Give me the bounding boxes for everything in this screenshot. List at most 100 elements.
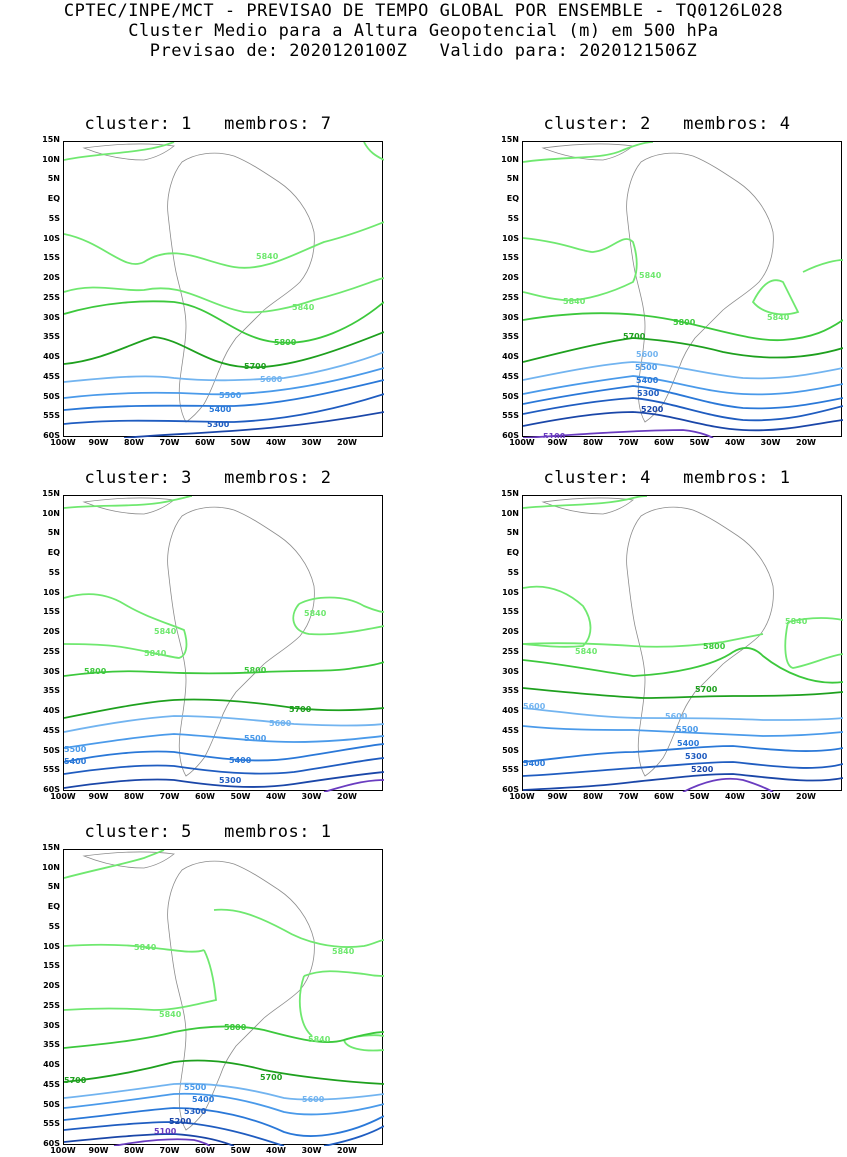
lat-tick-label: 25S (43, 292, 60, 302)
lat-tick-label: 10S (502, 587, 519, 597)
lat-tick-label: EQ (47, 902, 60, 912)
lat-tick-label: 10S (43, 233, 60, 243)
lat-tick-label: 25S (43, 1000, 60, 1010)
contour-label: 5200 (169, 1117, 192, 1126)
contour-label: 5700 (244, 362, 267, 371)
lon-tick-label: 70W (159, 1146, 180, 1155)
contour-label: 5300 (637, 389, 660, 398)
lat-tick-label: 25S (43, 646, 60, 656)
lon-tick-label: 50W (689, 438, 710, 447)
contour-line (64, 351, 384, 383)
map-svg: 5840 5840 5800 5700 5600 5600 5500 5400 5400 5300… (523, 496, 843, 792)
lat-tick-label: 40S (43, 706, 60, 716)
lon-tick-label: 100W (50, 792, 76, 801)
header-title: CPTEC/INPE/MCT - PREVISAO DE TEMPO GLOBA… (63, 1, 784, 21)
lat-tick-label: 30S (43, 666, 60, 676)
lon-tick-label: 20W (337, 438, 357, 447)
continent-outline (167, 506, 315, 777)
lat-tick-label: 15S (502, 253, 519, 263)
lon-tick-label: 70W (159, 792, 180, 801)
panel-title: cluster: 3 membros: 2 (84, 468, 332, 488)
lat-tick-label: 15N (42, 843, 60, 852)
contour-label: 5840 (256, 252, 279, 261)
contour-line (523, 361, 843, 381)
lat-tick-label: 10S (43, 587, 60, 597)
contour-line (523, 687, 843, 699)
contour-line (64, 1121, 384, 1146)
lon-tick-label: 70W (618, 438, 639, 447)
contour-line (64, 1107, 384, 1137)
contour-label: 5700 (623, 332, 646, 341)
lon-tick-label: 80W (583, 792, 603, 801)
lon-tick-label: 80W (124, 438, 144, 447)
contour-line (523, 337, 843, 363)
lat-tick-label: 20S (502, 273, 519, 283)
lon-tick-label: 60W (195, 1146, 215, 1155)
contour-label: 5300 (207, 420, 230, 429)
contour-line (64, 379, 384, 411)
lat-tick-label: 25S (502, 292, 519, 302)
contour-label: 5500 (184, 1083, 207, 1092)
contour-label: 5840 (144, 649, 167, 658)
continent-outline (626, 506, 774, 777)
lat-tick-label: 15S (43, 607, 60, 617)
contour-label: 5500 (635, 363, 658, 372)
lat-tick-label: 10N (42, 862, 60, 872)
contour-line (64, 331, 384, 369)
contour-label: 5600 (260, 375, 283, 384)
contour-line (64, 142, 175, 161)
contour-label: 5400 (523, 759, 546, 768)
contour-label: 5800 (244, 666, 267, 675)
contour-line (523, 411, 843, 432)
lon-tick-label: 40W (266, 792, 286, 801)
lat-tick-label: 15N (501, 135, 519, 144)
contour-line (523, 397, 843, 422)
contour-label: 5700 (64, 1076, 87, 1085)
lon-tick-label: 90W (88, 1146, 109, 1155)
contour-line (64, 367, 384, 399)
lat-tick-label: 20S (43, 273, 60, 283)
lat-tick-label: 60S (502, 785, 519, 794)
header-subtitle: Cluster Medio para a Altura Geopotencial… (128, 21, 719, 41)
contour-line (64, 757, 384, 775)
lat-tick-label: 40S (43, 1060, 60, 1070)
lon-tick-label: 40W (725, 792, 745, 801)
contour-label: 5600 (302, 1095, 325, 1104)
contour-line (682, 777, 774, 792)
contour-label: 5500 (244, 734, 267, 743)
lat-tick-label: 5N (47, 528, 60, 538)
lat-tick-label: 5S (507, 213, 519, 223)
lat-tick-label: 55S (43, 765, 60, 775)
lat-tick-label: 45S (43, 371, 60, 381)
lat-tick-label: 35S (502, 332, 519, 342)
contour-line (523, 385, 843, 410)
lat-tick-label: 35S (43, 686, 60, 696)
contour-line (523, 496, 648, 509)
lon-tick-label: 100W (50, 438, 76, 447)
contour-label: 5400 (229, 756, 252, 765)
lon-tick-label: 20W (337, 792, 357, 801)
lat-tick-label: 60S (43, 785, 60, 794)
contour-line (523, 142, 654, 163)
lat-tick-label: 10S (502, 233, 519, 243)
lat-tick-label: 5N (506, 528, 519, 538)
contour-line (64, 733, 384, 749)
contour-line (64, 1133, 235, 1146)
lat-tick-label: 30S (43, 312, 60, 322)
lat-tick-label: 5S (507, 567, 519, 577)
contour-line (523, 237, 638, 302)
contour-line (64, 850, 165, 879)
lon-tick-label: 20W (796, 792, 816, 801)
contour-label: 5800 (224, 1023, 247, 1032)
lon-tick-label: 30W (301, 438, 322, 447)
contour-line (64, 1082, 384, 1101)
contour-label: 5840 (575, 647, 598, 656)
lat-tick-label: 40S (502, 352, 519, 362)
lat-tick-label: 55S (43, 411, 60, 421)
contour-line (292, 596, 384, 636)
contour-label: 5840 (639, 271, 662, 280)
lat-tick-label: 10N (42, 154, 60, 164)
contour-label: 5200 (691, 765, 714, 774)
contour-label: 5500 (64, 745, 87, 754)
continent-outline (167, 860, 315, 1131)
